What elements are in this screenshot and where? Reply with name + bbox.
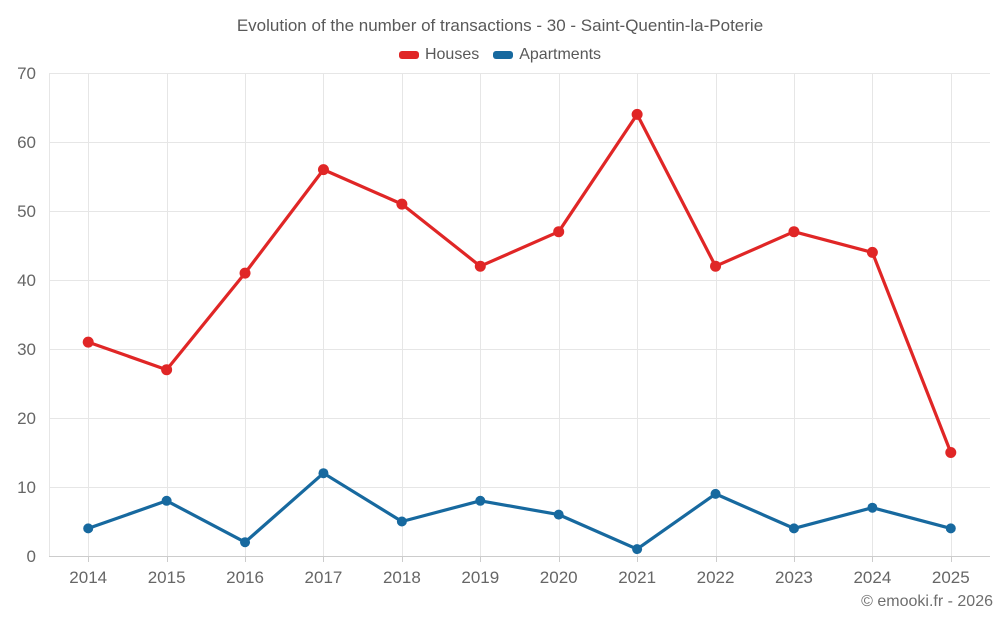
y-axis-tick-label: 30 [17, 340, 36, 359]
data-point-marker-apartments[interactable] [318, 468, 329, 479]
data-point-marker-apartments[interactable] [396, 516, 407, 527]
x-axis-tick-label: 2021 [618, 568, 656, 587]
x-axis-tick-label: 2024 [853, 568, 891, 587]
data-point-marker-houses[interactable] [474, 260, 486, 272]
legend-item-apartments[interactable]: Apartments [493, 46, 601, 64]
data-point-marker-houses[interactable] [788, 226, 800, 238]
data-point-marker-apartments[interactable] [710, 488, 721, 499]
y-axis-tick-label: 50 [17, 202, 36, 221]
data-point-marker-houses[interactable] [82, 336, 94, 348]
y-axis-tick-label: 0 [27, 547, 36, 566]
x-axis-tick-label: 2014 [69, 568, 107, 587]
copyright-credit: © emooki.fr - 2026 [861, 593, 993, 610]
data-point-marker-apartments[interactable] [788, 523, 799, 534]
houses-series-swatch-icon [398, 51, 419, 59]
legend-label-houses: Houses [424, 46, 480, 63]
x-axis-tick-label: 2015 [148, 568, 186, 587]
legend-label-apartments: Apartments [519, 46, 602, 63]
y-axis-tick-label: 70 [17, 64, 36, 83]
data-point-marker-houses[interactable] [396, 198, 408, 210]
data-point-marker-houses[interactable] [866, 246, 878, 258]
data-point-marker-houses[interactable] [239, 267, 251, 279]
data-point-marker-apartments[interactable] [240, 537, 251, 548]
data-point-marker-apartments[interactable] [83, 523, 94, 534]
data-point-marker-houses[interactable] [710, 260, 722, 272]
y-axis-tick-label: 40 [17, 271, 36, 290]
series-line-apartments [86, 471, 953, 551]
data-point-marker-apartments[interactable] [632, 544, 643, 555]
apartments-series-swatch-icon [493, 51, 514, 59]
legend-item-houses[interactable]: Houses [398, 46, 480, 64]
y-axis-tick-label: 60 [17, 133, 36, 152]
x-axis-tick-label: 2019 [461, 568, 499, 587]
x-axis-tick-label: 2023 [775, 568, 813, 587]
y-axis-tick-label: 20 [17, 409, 36, 428]
x-axis-tick-label: 2018 [383, 568, 421, 587]
data-point-marker-apartments[interactable] [945, 523, 956, 534]
data-point-marker-houses[interactable] [553, 226, 565, 238]
series-line-houses [86, 112, 953, 455]
chart-legend: Houses Apartments [0, 46, 1000, 64]
chart-title: Evolution of the number of transactions … [236, 16, 764, 35]
data-point-marker-apartments[interactable] [867, 502, 878, 513]
data-point-marker-apartments[interactable] [475, 495, 486, 506]
x-axis-tick-label: 2017 [305, 568, 343, 587]
data-point-marker-houses[interactable] [317, 164, 329, 176]
data-point-marker-houses[interactable] [631, 108, 643, 120]
x-axis-tick-label: 2025 [932, 568, 970, 587]
x-axis-tick-label: 2016 [226, 568, 264, 587]
data-point-marker-apartments[interactable] [161, 495, 172, 506]
data-point-marker-houses[interactable] [945, 447, 957, 458]
x-axis-tick-label: 2020 [540, 568, 578, 587]
y-axis-tick-label: 10 [17, 478, 36, 497]
x-axis-tick-label: 2022 [697, 568, 735, 587]
data-point-marker-apartments[interactable] [553, 509, 564, 520]
data-point-marker-houses[interactable] [161, 364, 173, 376]
